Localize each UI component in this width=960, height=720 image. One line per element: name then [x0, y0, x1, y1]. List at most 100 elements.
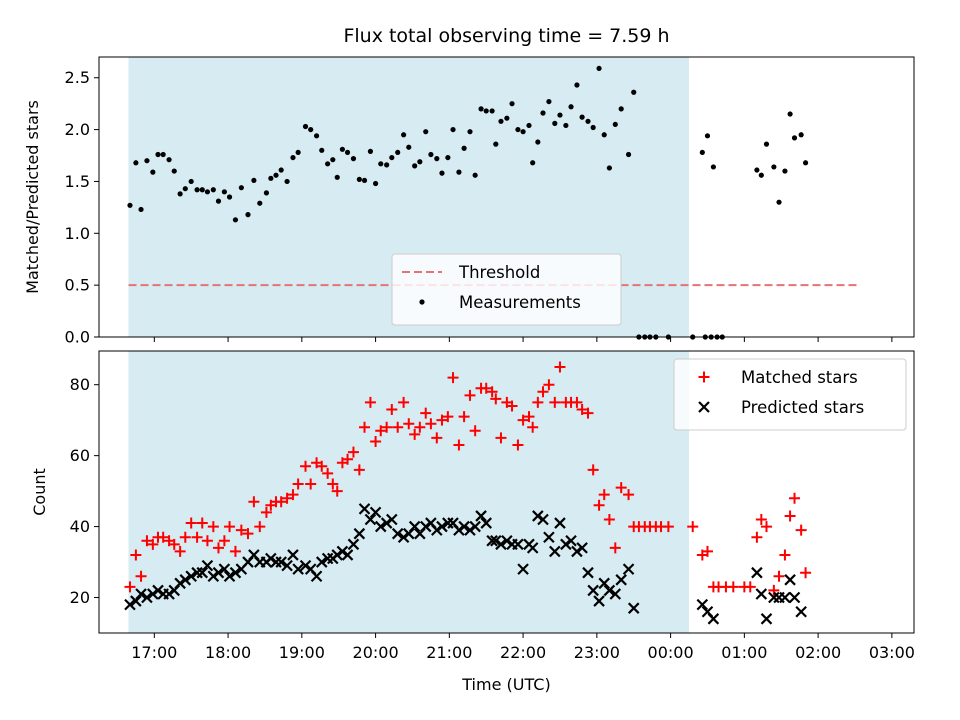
data-point — [768, 584, 780, 596]
data-point — [453, 524, 465, 536]
x-axis-label: Time (UTC) — [461, 675, 550, 694]
data-point — [623, 489, 635, 501]
data-point — [174, 577, 186, 590]
data-point — [389, 154, 395, 161]
data-point — [593, 595, 605, 607]
data-point — [486, 534, 498, 547]
data-point — [319, 147, 325, 153]
data-point — [431, 432, 443, 444]
data-point — [458, 520, 470, 533]
data-point — [587, 584, 599, 597]
data-point — [776, 199, 782, 205]
data-point — [218, 535, 230, 547]
data-point — [568, 104, 574, 110]
series-measurements — [127, 65, 809, 340]
data-point — [554, 517, 566, 529]
data-point — [339, 146, 345, 152]
data-point — [188, 178, 194, 185]
data-point — [191, 531, 203, 543]
data-point — [364, 396, 376, 408]
data-point — [295, 149, 301, 156]
data-point — [540, 110, 546, 116]
panel-1: 20 40 60 80 17:00 18:00 19:00 20:00 21:00 22:00 23… — [70, 350, 915, 662]
data-point — [425, 418, 437, 430]
data-point — [565, 534, 577, 547]
data-point — [585, 118, 591, 124]
data-point — [467, 129, 473, 135]
data-point — [386, 513, 398, 526]
data-point — [226, 194, 233, 200]
data-point — [369, 506, 382, 519]
data-point — [603, 584, 616, 597]
data-point — [163, 588, 175, 600]
data-point — [412, 163, 418, 169]
data-point — [760, 521, 772, 533]
data-point — [763, 141, 770, 147]
data-point — [135, 570, 147, 582]
data-point — [704, 133, 711, 139]
data-point — [223, 570, 236, 583]
data-point — [490, 534, 502, 547]
data-point — [229, 566, 242, 579]
data-point — [127, 202, 133, 208]
data-point — [160, 151, 166, 158]
y-tick-label: 60 — [70, 446, 90, 465]
data-point — [788, 591, 801, 604]
data-point — [135, 588, 147, 600]
data-point — [606, 165, 612, 171]
data-point — [310, 570, 323, 583]
data-point — [221, 189, 227, 195]
data-point — [515, 126, 521, 133]
data-point — [560, 538, 572, 551]
data-point — [787, 111, 793, 117]
data-point — [331, 485, 343, 497]
data-point — [284, 178, 290, 185]
data-point — [520, 129, 526, 135]
panel-0: 0.0 0.5 1.0 1.5 2.0 2.5 Threshold Measurements — [65, 56, 915, 347]
x-tick-label: 21:00 — [426, 643, 472, 662]
data-point — [254, 521, 266, 533]
legend: Threshold Measurements — [391, 253, 622, 326]
data-point — [800, 567, 812, 579]
data-point — [707, 613, 720, 625]
data-point — [590, 124, 596, 131]
shaded-observing-window — [128, 351, 690, 633]
data-point — [517, 414, 529, 426]
data-point — [612, 121, 618, 128]
data-point — [408, 520, 421, 533]
data-point — [300, 460, 312, 472]
data-point — [631, 89, 637, 95]
data-point — [504, 115, 510, 121]
data-point — [456, 169, 462, 175]
data-point — [331, 549, 344, 561]
data-point — [147, 538, 159, 550]
data-point — [615, 482, 627, 494]
data-point — [152, 584, 164, 597]
data-point — [210, 187, 216, 193]
data-point — [598, 489, 610, 501]
data-point — [751, 531, 763, 543]
legend-label: Threshold — [458, 263, 540, 282]
data-point — [549, 396, 561, 408]
data-point — [532, 510, 544, 522]
x-tick-label: 01:00 — [721, 643, 767, 662]
data-point — [124, 598, 136, 611]
data-point — [375, 425, 387, 437]
data-point — [353, 527, 366, 540]
data-point — [327, 478, 339, 490]
data-point — [779, 591, 791, 604]
data-point — [201, 535, 213, 547]
data-point — [251, 177, 257, 184]
legend-box — [391, 253, 622, 326]
data-point — [287, 549, 299, 561]
data-point — [480, 517, 492, 529]
data-point — [434, 156, 440, 162]
data-point — [179, 531, 191, 543]
data-point — [557, 112, 563, 118]
data-point — [268, 175, 274, 181]
data-point — [582, 407, 594, 419]
data-point — [171, 168, 177, 174]
x-tick-label: 19:00 — [279, 643, 325, 662]
series-matched-stars — [124, 361, 812, 596]
data-point — [464, 389, 476, 401]
